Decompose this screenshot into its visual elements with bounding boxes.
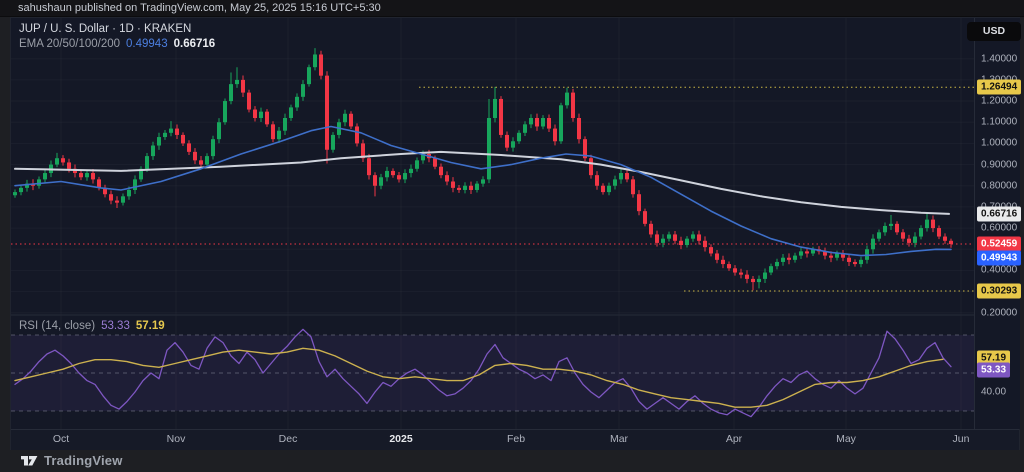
price-tick-label: 1.10000 — [981, 116, 1018, 128]
price-tick-label: 0.40000 — [981, 264, 1018, 276]
time-axis-label: Jun — [952, 433, 970, 445]
time-axis-label: Nov — [166, 433, 186, 445]
chart-plot-area[interactable] — [11, 18, 974, 429]
price-tick-label: 0.90000 — [981, 159, 1018, 171]
publish-header-text: sahushaun published on TradingView.com, … — [18, 2, 381, 14]
rsi-label: RSI (14, close) — [19, 320, 96, 332]
currency-toggle-button[interactable]: USD — [967, 22, 1021, 41]
price-tick-label: 0.20000 — [981, 307, 1018, 319]
symbol-title[interactable]: JUP / U. S. Dollar · 1D · KRAKEN — [19, 23, 192, 35]
time-axis-label: May — [836, 433, 856, 445]
time-axis-label: Feb — [506, 433, 526, 445]
price-tick-label: 0.80000 — [981, 180, 1018, 192]
publish-header: sahushaun published on TradingView.com, … — [0, 0, 1024, 17]
ema-fast-value: 0.49943 — [126, 38, 168, 50]
time-axis-label: 2025 — [389, 433, 413, 445]
time-axis-label: Mar — [609, 433, 629, 445]
tradingview-brand-text: TradingView — [44, 452, 123, 468]
ema-label: EMA 20/50/100/200 — [19, 38, 121, 50]
tradingview-logo-link[interactable]: TradingView — [20, 453, 123, 468]
rsi-tick-label: 40.00 — [981, 386, 1007, 398]
rsi-value-label: 57.19 — [977, 350, 1011, 366]
price-value-label: 0.52459 — [977, 236, 1022, 252]
price-tick-label: 0.60000 — [981, 222, 1018, 234]
price-tick-label: 1.20000 — [981, 95, 1018, 107]
time-axis-label: Oct — [52, 433, 70, 445]
ema-line-white — [14, 150, 950, 215]
ema-slow-value: 0.66716 — [173, 38, 216, 50]
price-value-label: 1.26494 — [977, 79, 1022, 95]
ema-line-blue — [14, 125, 952, 257]
rsi-legend[interactable]: RSI (14, close) 53.33 57.19 — [19, 319, 165, 334]
price-value-label: 0.49943 — [977, 250, 1022, 266]
price-value-label: 0.66716 — [977, 206, 1022, 222]
rsi-ma-value: 57.19 — [135, 320, 165, 332]
price-tick-label: 1.00000 — [981, 137, 1018, 149]
rsi-ma-line — [14, 347, 944, 408]
price-tick-label: 1.40000 — [981, 53, 1018, 65]
price-value-label: 0.30293 — [977, 283, 1022, 299]
time-axis-label: Dec — [278, 433, 298, 445]
time-axis[interactable]: Oct Nov Dec 2025 Feb Mar Apr May Jun — [11, 429, 1019, 450]
tradingview-logo-icon — [21, 455, 38, 465]
chart-container: JUP / U. S. Dollar · 1D · KRAKEN EMA 20/… — [10, 17, 1022, 450]
footer-bar: TradingView — [0, 448, 1024, 472]
price-axis[interactable]: 1.400001.300001.200001.100001.000000.900… — [974, 18, 1022, 429]
rsi-value-label: 53.33 — [977, 362, 1011, 378]
ema-legend-row[interactable]: EMA 20/50/100/200 0.49943 0.66716 — [19, 37, 215, 52]
time-axis-label: Apr — [725, 433, 743, 445]
price-legend[interactable]: JUP / U. S. Dollar · 1D · KRAKEN EMA 20/… — [19, 22, 215, 52]
symbol-title-row[interactable]: JUP / U. S. Dollar · 1D · KRAKEN — [19, 22, 215, 37]
rsi-value: 53.33 — [101, 320, 130, 332]
rsi-line — [14, 328, 952, 418]
